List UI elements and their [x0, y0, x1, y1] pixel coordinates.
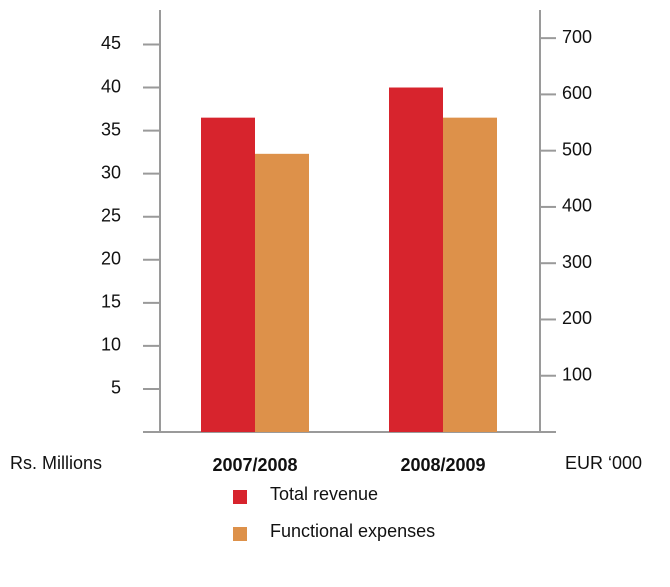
legend-label: Total revenue — [270, 484, 378, 504]
y2-tick-label: 100 — [562, 364, 592, 384]
y-tick-label: 25 — [101, 205, 121, 225]
y2-tick-label: 500 — [562, 139, 592, 159]
y-tick-label: 10 — [101, 335, 121, 355]
y2-axis-label: EUR ‘000 — [565, 453, 642, 473]
y-tick-label: 40 — [101, 76, 121, 96]
y-tick-label: 20 — [101, 249, 121, 269]
y2-tick-label: 600 — [562, 83, 592, 103]
bar — [255, 153, 309, 432]
y2-tick-label: 300 — [562, 252, 592, 272]
y2-tick-label: 700 — [562, 27, 592, 47]
legend-label: Functional expenses — [270, 521, 435, 541]
bar — [201, 117, 255, 432]
x-tick-label: 2008/2009 — [400, 455, 485, 475]
y-tick-label: 30 — [101, 162, 121, 182]
y-tick-label: 15 — [101, 292, 121, 312]
bar — [443, 117, 497, 432]
legend-swatch — [233, 527, 247, 541]
y2-tick-label: 400 — [562, 196, 592, 216]
bar — [389, 87, 443, 433]
y-tick-label: 5 — [111, 378, 121, 398]
y-tick-label: 45 — [101, 33, 121, 53]
x-tick-label: 2007/2008 — [212, 455, 297, 475]
y-tick-label: 35 — [101, 119, 121, 139]
legend-swatch — [233, 490, 247, 504]
y2-tick-label: 200 — [562, 308, 592, 328]
y-axis-label: Rs. Millions — [10, 453, 102, 473]
